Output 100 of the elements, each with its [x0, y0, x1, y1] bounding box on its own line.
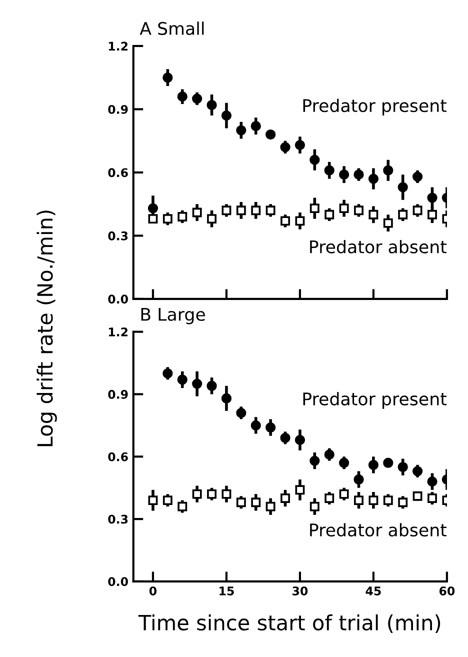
point [324, 494, 334, 503]
chart-title: B Large [141, 308, 206, 324]
series-label: Predator present [303, 98, 447, 116]
point [383, 496, 393, 506]
point [148, 214, 158, 224]
point [294, 140, 306, 150]
point [294, 434, 306, 446]
point [251, 498, 261, 508]
point [310, 154, 320, 165]
point [412, 491, 422, 501]
y-tick-label: 1.2 [108, 328, 128, 336]
point [324, 449, 334, 460]
point [368, 496, 378, 506]
point [207, 214, 216, 224]
x-tick-label: 60 [439, 586, 455, 596]
point [427, 476, 438, 487]
point [265, 422, 276, 433]
point [280, 432, 290, 443]
point [398, 210, 408, 220]
point [266, 502, 276, 512]
point [295, 216, 305, 226]
point [148, 203, 158, 214]
point [383, 458, 394, 468]
point [192, 208, 202, 218]
y-tick-label: 0.3 [108, 514, 128, 524]
point [162, 214, 172, 224]
point [339, 204, 349, 214]
point [428, 210, 437, 220]
point [266, 206, 276, 216]
point [427, 192, 438, 203]
y-tick-label: 0.9 [108, 390, 128, 399]
point [221, 393, 232, 404]
point [221, 110, 232, 121]
y-tick-label: 0.3 [108, 231, 128, 240]
chart-title: A Small [140, 22, 204, 36]
point [412, 172, 423, 182]
x-tick-label: 15 [220, 586, 234, 596]
point [368, 174, 379, 184]
point [236, 498, 246, 508]
y-tick-label: 0.6 [108, 168, 128, 178]
point [280, 494, 290, 503]
point [236, 206, 246, 216]
point [162, 72, 173, 83]
point [192, 378, 202, 389]
point [148, 496, 158, 506]
point [192, 94, 202, 104]
point [236, 125, 246, 136]
point [368, 460, 379, 470]
point [222, 206, 232, 216]
point [310, 204, 320, 214]
point [162, 368, 173, 378]
point [383, 165, 394, 176]
point [338, 458, 350, 468]
point [310, 456, 320, 466]
point [192, 489, 202, 499]
point [206, 100, 217, 110]
point [295, 485, 305, 495]
point [207, 489, 216, 499]
point [412, 466, 423, 476]
y-tick-label: 0.0 [108, 577, 128, 586]
point [338, 170, 350, 180]
point [265, 129, 276, 140]
y-tick-label: 0.0 [108, 294, 128, 304]
series-label: Predator present [303, 392, 447, 409]
y-tick-label: 0.9 [108, 104, 128, 114]
point [206, 380, 217, 391]
point [324, 165, 334, 176]
series-label: Predator absent [310, 523, 447, 537]
point [310, 502, 320, 512]
point [383, 218, 393, 228]
point [354, 206, 364, 216]
point [398, 462, 408, 472]
y-tick-label: 1.2 [108, 42, 128, 50]
point [354, 496, 364, 506]
point [162, 496, 172, 506]
series-label: Predator absent [310, 240, 447, 254]
point [178, 502, 188, 512]
point [368, 210, 378, 220]
point [412, 206, 422, 216]
point [250, 420, 261, 430]
point [178, 212, 188, 222]
point [280, 142, 290, 152]
x-tick-label: 0 [149, 586, 157, 596]
y-tick-label: 0.6 [108, 452, 128, 462]
point [280, 216, 290, 226]
point [177, 92, 188, 102]
point [236, 408, 246, 418]
point [177, 374, 188, 385]
point [251, 206, 261, 216]
point [354, 474, 364, 485]
point [354, 170, 364, 180]
x-tick-label: 45 [366, 586, 381, 596]
x-tick-label: 30 [292, 586, 308, 596]
point [250, 121, 261, 132]
point [398, 498, 408, 508]
point [324, 210, 334, 220]
point [398, 182, 408, 192]
x-axis-title: Time since start of trial (min) [138, 614, 440, 633]
y-axis-title: Log drift rate (No./min) [36, 210, 57, 446]
point [339, 489, 349, 499]
